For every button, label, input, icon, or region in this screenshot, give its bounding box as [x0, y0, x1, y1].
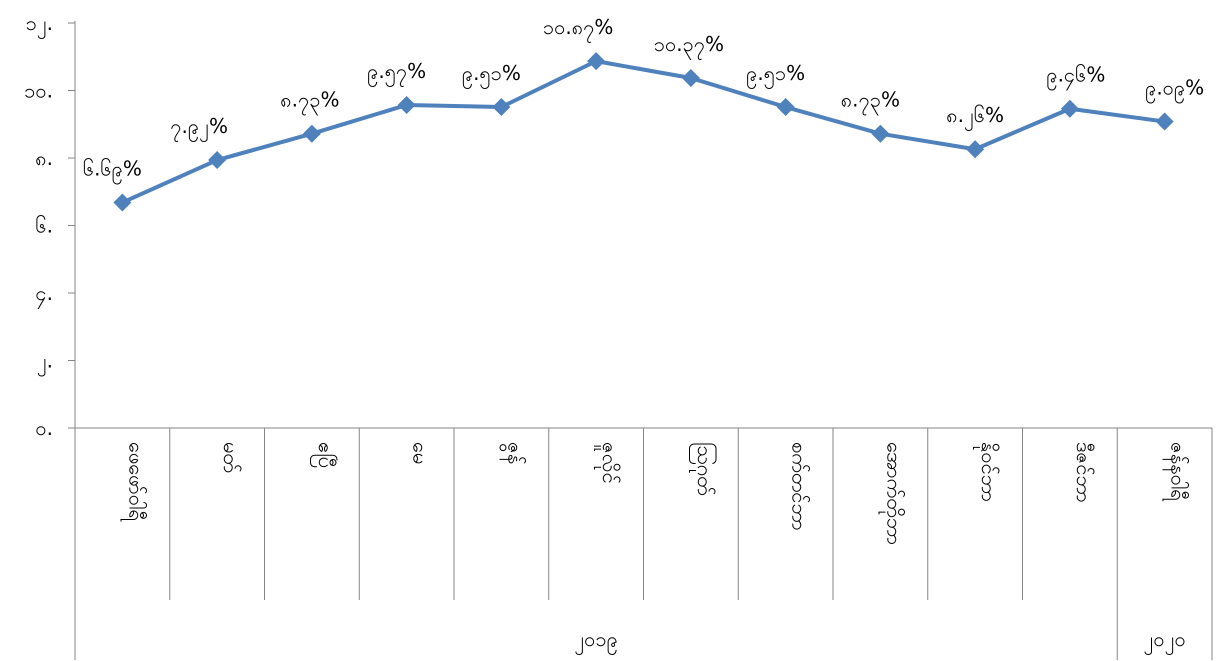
- data-label: ၈.၂၆%: [946, 103, 1004, 131]
- category-label: ဖေဖော်ဝါရီ: [120, 442, 148, 521]
- category-label: ဇန်နဝါရီ: [1163, 442, 1191, 501]
- category-label: စက်တင်ဘာ: [788, 442, 812, 531]
- data-point-marker: [681, 69, 700, 88]
- category-label: ဇူလိုင်: [594, 442, 622, 484]
- data-label: ၈.၇၃%: [841, 88, 900, 116]
- category-label: မေ: [409, 442, 433, 464]
- category-label: အောက်တိုဘာ: [878, 442, 906, 545]
- category-label: ဩဂုတ်: [689, 442, 717, 496]
- y-tick-label: ၁၀.: [24, 79, 53, 103]
- data-point-marker: [492, 98, 511, 117]
- category-label: နိုဝင်ဘာ: [973, 442, 1001, 502]
- data-point-marker: [302, 124, 321, 143]
- chart-axes: [68, 21, 1212, 660]
- series-group: [113, 52, 1174, 212]
- data-label: ၉.၀၉%: [1145, 76, 1204, 104]
- category-label: ဧပြီ: [310, 442, 338, 468]
- y-tick-label: ၆.: [35, 214, 53, 238]
- y-tick-label: ၄.: [35, 281, 53, 309]
- data-point-marker: [1155, 112, 1174, 131]
- category-axis: ဖေဖော်ဝါရီ မတ် ဧပြီ မေ ဇွန် ဇူလိုင် ဩဂုတ် စက်တင…: [74, 428, 1213, 660]
- y-axis-tick-labels: ၀. ၂. ၄. ၆. ၈. ၁၀. ၁၂.: [24, 11, 53, 440]
- data-point-marker: [587, 52, 606, 71]
- data-point-marker: [776, 98, 795, 117]
- data-label: ၆.၆၉%: [83, 157, 142, 185]
- category-label: ဇွန်: [499, 442, 527, 464]
- series-line: [121, 59, 1165, 205]
- y-tick-label: ၈.: [35, 146, 53, 170]
- data-label: ၉.၅၁%: [462, 61, 521, 89]
- category-label: ဒီဇင်ဘာ: [1072, 442, 1096, 503]
- data-point-marker: [966, 140, 985, 159]
- data-label: ၉.၅၁%: [746, 61, 805, 89]
- data-label: ၉.၅၇%: [367, 59, 426, 87]
- data-point-marker: [871, 124, 890, 143]
- data-point-marker: [397, 96, 416, 115]
- data-point-marker: [1060, 99, 1079, 118]
- data-point-marker: [208, 151, 227, 170]
- data-label: ၇.၉၂%: [170, 114, 228, 142]
- category-label: မတ်: [219, 442, 243, 473]
- data-label: ၁၀.၃၇%: [654, 32, 724, 60]
- y-tick-label: ၂.: [37, 349, 53, 377]
- y-tick-label: ၀.: [35, 416, 53, 440]
- data-label: ၉.၄၆%: [1046, 63, 1105, 91]
- data-point-marker: [113, 193, 132, 212]
- data-labels: ၆.၆၉% ၇.၉၂% ၈.၇၃% ၉.၅၇% ၉.၅၁% ၁၀.၈၇% ၁၀.၃၇% ၉.၅…: [83, 15, 1204, 184]
- year-group-label: ၂၀၂၀: [1144, 627, 1186, 655]
- data-label: ၈.၇၃%: [280, 88, 339, 116]
- year-group-label: ၂၀၁၉: [574, 627, 618, 655]
- y-tick-label: ၁၂.: [26, 11, 53, 39]
- data-label: ၁၀.၈၇%: [543, 15, 614, 43]
